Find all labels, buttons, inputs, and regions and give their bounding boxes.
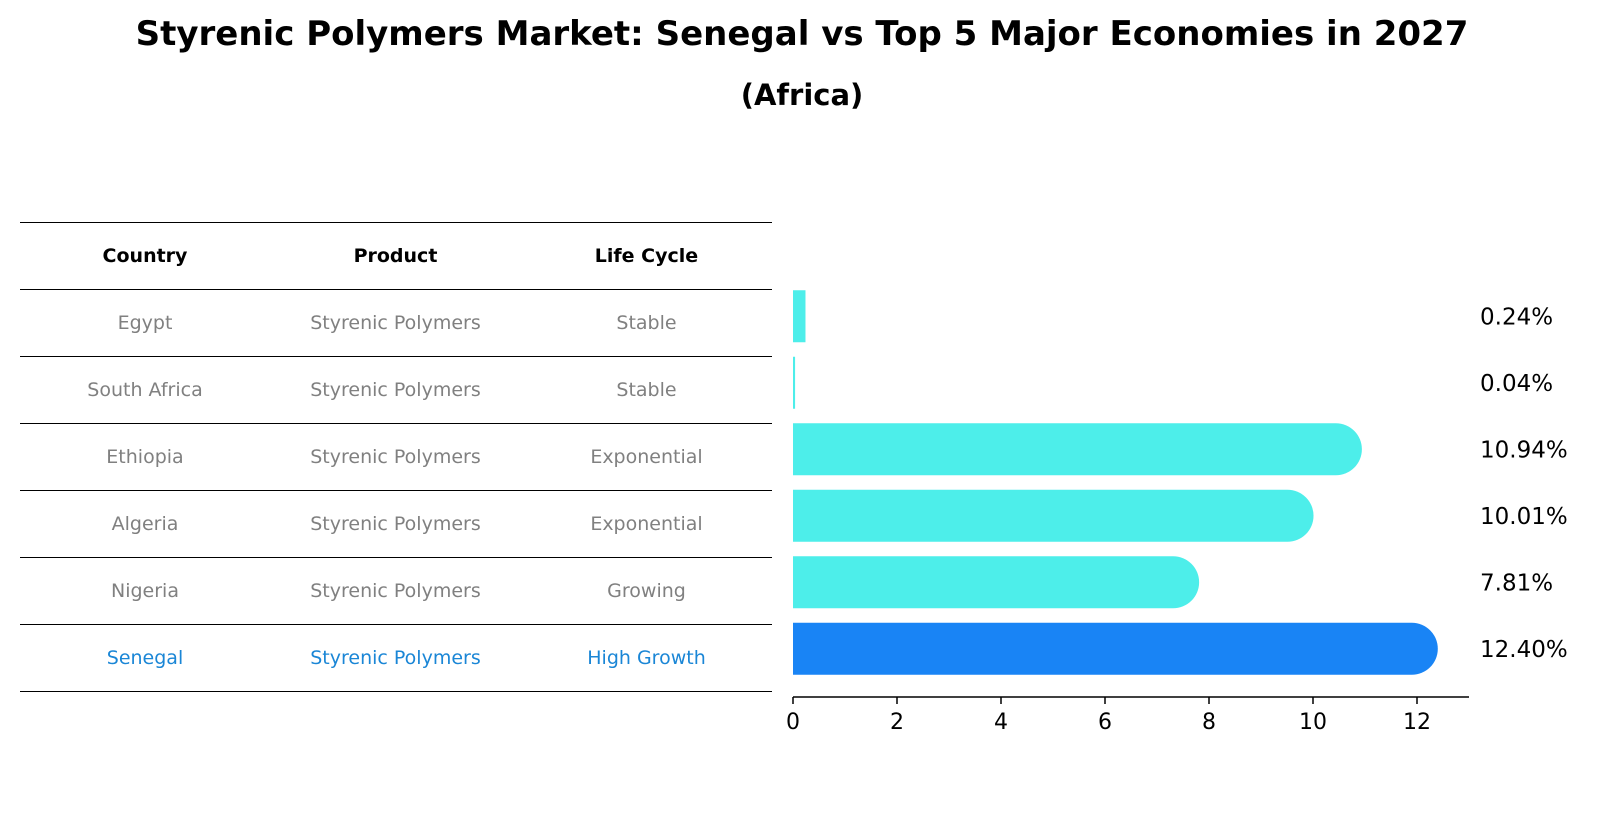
cell-life-cycle: Stable bbox=[616, 312, 677, 334]
cell-country: Nigeria bbox=[111, 580, 179, 602]
bar-senegal bbox=[793, 622, 1438, 675]
table-row-highlight: Senegal Styrenic Polymers High Growth bbox=[20, 624, 772, 692]
comparison-table: Country Product Life Cycle Egypt Styreni… bbox=[20, 222, 772, 692]
bar-algeria bbox=[793, 489, 1314, 542]
cell-product: Styrenic Polymers bbox=[310, 580, 481, 602]
cell-product: Styrenic Polymers bbox=[310, 379, 481, 401]
x-tick-label: 4 bbox=[994, 710, 1008, 735]
cell-country: Algeria bbox=[111, 513, 179, 535]
value-label-ethiopia: 10.94% bbox=[1480, 437, 1568, 463]
bar-ethiopia bbox=[793, 423, 1362, 476]
table-row: Egypt Styrenic Polymers Stable bbox=[20, 289, 772, 356]
header-life-cycle: Life Cycle bbox=[594, 245, 699, 267]
cell-product: Styrenic Polymers bbox=[310, 513, 481, 535]
bar-egypt bbox=[793, 290, 806, 343]
x-tick-label: 2 bbox=[890, 710, 904, 735]
table-row: Ethiopia Styrenic Polymers Exponential bbox=[20, 423, 772, 490]
table-row: Algeria Styrenic Polymers Exponential bbox=[20, 490, 772, 557]
table-row: South Africa Styrenic Polymers Stable bbox=[20, 356, 772, 423]
cell-life-cycle: Stable bbox=[616, 379, 677, 401]
header-product: Product bbox=[353, 245, 438, 267]
chart-subtitle: (Africa) bbox=[740, 78, 864, 112]
cell-life-cycle: Growing bbox=[607, 580, 686, 602]
x-tick-label: 10 bbox=[1299, 710, 1327, 735]
cell-life-cycle: High Growth bbox=[587, 647, 706, 669]
cell-country: Egypt bbox=[117, 312, 173, 334]
x-tick-label: 0 bbox=[786, 710, 800, 735]
value-label-algeria: 10.01% bbox=[1480, 504, 1568, 530]
cell-country: Ethiopia bbox=[106, 446, 184, 468]
table-row: Nigeria Styrenic Polymers Growing bbox=[20, 557, 772, 624]
x-tick-label: 12 bbox=[1403, 710, 1431, 735]
cell-country: Senegal bbox=[106, 647, 184, 669]
cell-product: Styrenic Polymers bbox=[310, 647, 481, 669]
value-label-south-africa: 0.04% bbox=[1480, 371, 1553, 397]
value-label-nigeria: 7.81% bbox=[1480, 570, 1553, 596]
cell-life-cycle: Exponential bbox=[590, 446, 703, 468]
cell-product: Styrenic Polymers bbox=[310, 446, 481, 468]
cell-product: Styrenic Polymers bbox=[310, 312, 481, 334]
chart-title: Styrenic Polymers Market: Senegal vs Top… bbox=[135, 14, 1469, 54]
x-tick-label: 6 bbox=[1098, 710, 1112, 735]
value-label-senegal: 12.40% bbox=[1480, 637, 1568, 663]
x-tick-label: 8 bbox=[1202, 710, 1216, 735]
header-country: Country bbox=[102, 245, 188, 267]
cell-life-cycle: Exponential bbox=[590, 513, 703, 535]
table-header-row: Country Product Life Cycle bbox=[20, 222, 772, 289]
cell-country: South Africa bbox=[87, 379, 203, 401]
value-label-egypt: 0.24% bbox=[1480, 304, 1553, 330]
bar-south-africa bbox=[793, 356, 796, 409]
bar-nigeria bbox=[793, 556, 1200, 609]
